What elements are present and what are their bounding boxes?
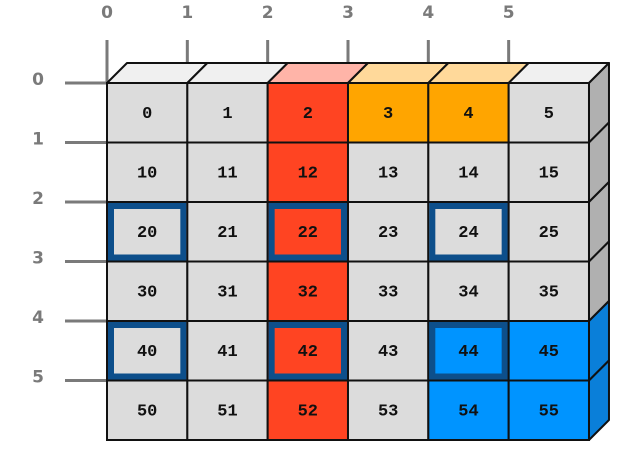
cell-value: 4 — [463, 105, 473, 124]
column-label: 5 — [503, 3, 515, 23]
cell-value: 0 — [142, 105, 152, 124]
row-label: 1 — [32, 130, 44, 150]
cell-value: 12 — [298, 165, 318, 184]
cell — [346, 141, 430, 203]
cell — [507, 320, 590, 382]
cell-value: 52 — [298, 403, 318, 422]
cell-value: 25 — [539, 224, 559, 243]
cell — [346, 82, 430, 144]
cell-highlight — [108, 322, 187, 380]
cell — [427, 379, 510, 441]
cell-value: 13 — [378, 165, 398, 184]
cell — [266, 320, 349, 382]
cell-value: 22 — [298, 224, 318, 243]
cell — [266, 141, 349, 203]
cell — [427, 260, 510, 322]
cell-value: 45 — [539, 343, 559, 362]
cell — [507, 141, 590, 203]
row-label: 2 — [32, 189, 44, 209]
cell — [346, 201, 430, 263]
cell-value: 3 — [383, 105, 393, 124]
cell-value: 33 — [378, 284, 398, 303]
cell-highlight — [429, 322, 508, 380]
cell-value: 55 — [539, 403, 559, 422]
cell-value: 21 — [217, 224, 237, 243]
column-label: 0 — [101, 3, 113, 23]
cell-value: 40 — [137, 343, 157, 362]
cell — [106, 201, 189, 263]
cell — [186, 82, 269, 144]
cell-value: 54 — [458, 403, 478, 422]
row-label: 5 — [32, 368, 44, 388]
cell-value: 2 — [303, 105, 313, 124]
cell — [186, 320, 269, 382]
cell — [507, 82, 590, 144]
cell-value: 23 — [378, 224, 398, 243]
cell-value: 14 — [458, 165, 478, 184]
cell-value: 32 — [298, 284, 318, 303]
cell-value: 50 — [137, 403, 157, 422]
cell — [186, 201, 269, 263]
cell-value: 20 — [137, 224, 157, 243]
cell-value: 30 — [137, 284, 157, 303]
cell-value: 44 — [458, 343, 478, 362]
cell — [507, 379, 590, 441]
cell — [106, 141, 189, 203]
cell-highlight — [268, 203, 347, 261]
cell — [346, 320, 430, 382]
cell-value: 11 — [217, 165, 237, 184]
cell-highlight — [268, 322, 347, 380]
cell-value: 31 — [217, 284, 237, 303]
cell-value: 1 — [222, 105, 232, 124]
cell-value: 41 — [217, 343, 237, 362]
cell-value: 5 — [544, 105, 554, 124]
cell-value: 35 — [539, 284, 559, 303]
cell — [266, 379, 349, 441]
cell-value: 51 — [217, 403, 237, 422]
cell-value: 34 — [458, 284, 478, 303]
cell-value: 42 — [298, 343, 318, 362]
cell-value: 24 — [458, 224, 478, 243]
column-label: 1 — [181, 3, 193, 23]
cell-value: 43 — [378, 343, 398, 362]
cell-value: 53 — [378, 403, 398, 422]
column-label: 2 — [262, 3, 274, 23]
row-label: 0 — [32, 70, 44, 90]
cell-highlight — [429, 203, 508, 261]
cell-highlight — [108, 203, 187, 261]
column-label: 3 — [342, 3, 354, 23]
cell — [346, 379, 430, 441]
cell — [507, 201, 590, 263]
cell — [427, 141, 510, 203]
row-label: 3 — [32, 249, 44, 269]
row-label: 4 — [32, 308, 44, 328]
cell — [106, 320, 189, 382]
cell — [266, 260, 349, 322]
cell — [507, 260, 590, 322]
column-label: 4 — [422, 3, 434, 23]
cell-value: 15 — [539, 165, 559, 184]
cell-value: 10 — [137, 165, 157, 184]
